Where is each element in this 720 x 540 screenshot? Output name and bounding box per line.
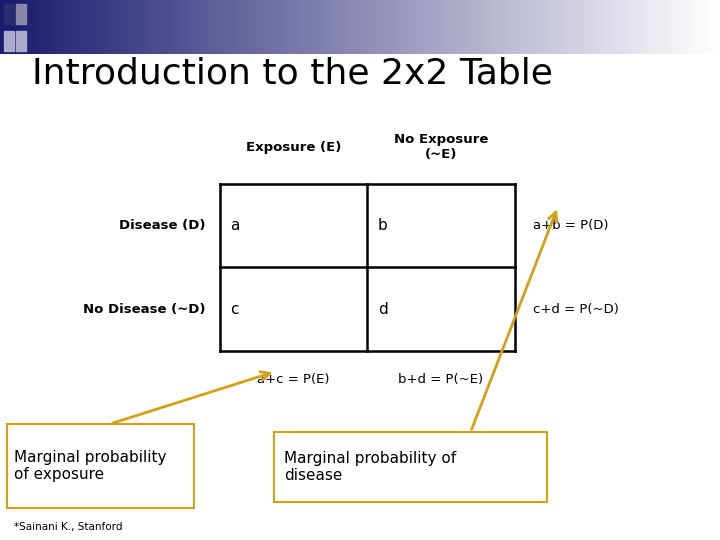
Text: d: d <box>378 302 388 316</box>
Text: c+d = P(~D): c+d = P(~D) <box>533 302 618 316</box>
Text: c: c <box>230 302 239 316</box>
Text: a+c = P(E): a+c = P(E) <box>257 373 330 386</box>
Text: No Exposure
(~E): No Exposure (~E) <box>394 133 488 161</box>
Bar <box>274 432 547 502</box>
Text: a: a <box>230 218 240 233</box>
Bar <box>4 4 14 24</box>
Bar <box>16 31 26 51</box>
Text: Introduction to the 2x2 Table: Introduction to the 2x2 Table <box>32 57 553 91</box>
Text: No Disease (~D): No Disease (~D) <box>83 302 205 316</box>
Text: Disease (D): Disease (D) <box>119 219 205 232</box>
Text: Marginal probability of
disease: Marginal probability of disease <box>284 451 456 483</box>
Text: b+d = P(~E): b+d = P(~E) <box>398 373 484 386</box>
Bar <box>4 31 14 51</box>
Text: *Sainani K., Stanford: *Sainani K., Stanford <box>14 522 123 532</box>
Bar <box>7 424 194 508</box>
Text: b: b <box>378 218 388 233</box>
Text: Marginal probability
of exposure: Marginal probability of exposure <box>14 449 167 482</box>
Text: a+b = P(D): a+b = P(D) <box>533 219 608 232</box>
Bar <box>16 4 26 24</box>
Text: Exposure (E): Exposure (E) <box>246 141 341 154</box>
